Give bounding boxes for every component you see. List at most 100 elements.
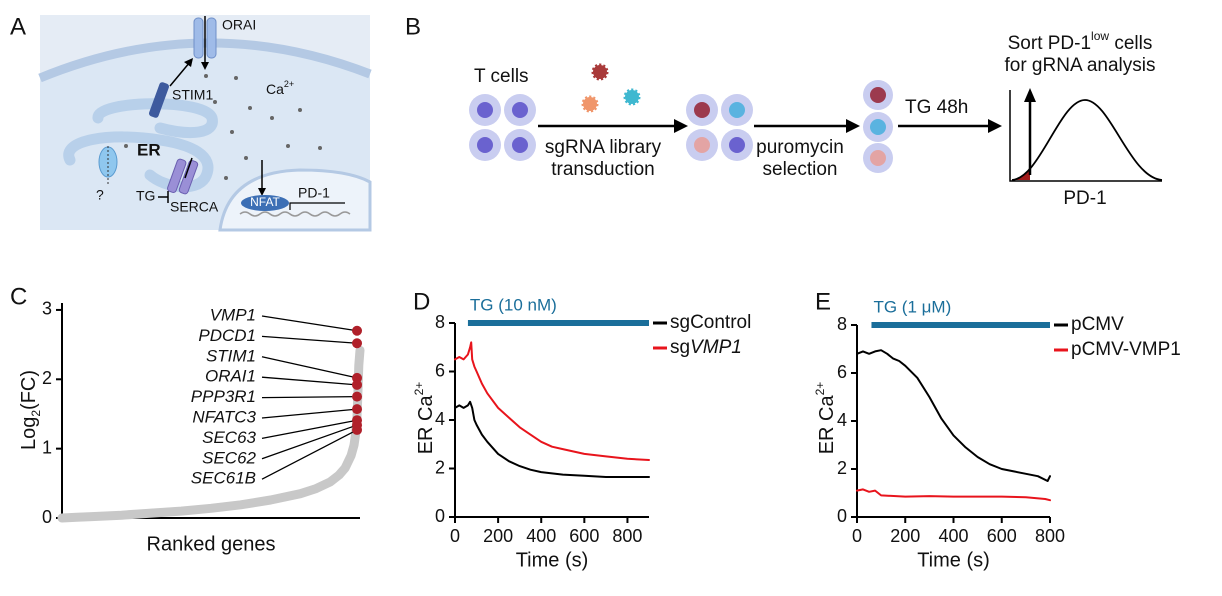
y-tick-label: 0 — [435, 506, 445, 526]
arrow — [184, 157, 193, 179]
y-tick-label: 1 — [42, 437, 52, 457]
orai-channel — [193, 17, 204, 59]
histogram-curve — [1011, 99, 1163, 181]
treatment-bar — [467, 320, 649, 326]
annotation: TG (1 μM) — [873, 297, 951, 316]
y-axis-label: Log2(FC) — [18, 370, 43, 450]
treatment-bar — [871, 322, 1050, 328]
viruses — [581, 63, 641, 113]
y-axis-label: ER Ca2+ — [412, 382, 437, 455]
text-part: (FC) — [18, 370, 40, 410]
gene-label: SEC62 — [202, 448, 256, 467]
sorted-gate — [1012, 170, 1030, 180]
label-connector — [261, 408, 358, 419]
x-axis-label: Time (s) — [516, 549, 589, 571]
y-tick-label: 6 — [837, 362, 847, 382]
selected-cells — [863, 80, 893, 173]
text-part: VMP1 — [690, 337, 742, 358]
gene-label: PPP3R1 — [191, 387, 256, 406]
series-line — [454, 341, 650, 461]
label: SERCA — [170, 199, 219, 215]
point — [352, 391, 363, 402]
y-tick-label: 8 — [435, 312, 445, 332]
label-connector — [261, 315, 358, 332]
text-part: 2+ — [813, 382, 827, 396]
calcium-ions — [124, 74, 322, 180]
label-connector — [261, 429, 358, 480]
gene-label: SEC61B — [191, 469, 256, 488]
arrow-head — [201, 62, 209, 70]
panel-letter: A — [10, 13, 26, 40]
y-tick-label: 2 — [837, 458, 847, 478]
y-tick-label: 0 — [837, 506, 847, 526]
series-line — [454, 400, 650, 478]
y-tick-label: 6 — [435, 360, 445, 380]
promoter-arrow — [289, 202, 345, 210]
y-tick-label: 2 — [435, 457, 445, 477]
y-tick-label: 2 — [42, 368, 52, 388]
x-tick-label: 400 — [938, 526, 968, 546]
gene-label: NFATC3 — [192, 407, 256, 426]
panel-b: B T cells sgRNA library transduction pur… — [405, 13, 1163, 209]
panel-a: A ORAI STIM1 Ca2+ ER ? TG SERCA — [10, 13, 372, 232]
x-tick-label: 800 — [612, 526, 642, 546]
label: sgRNA library — [545, 137, 662, 158]
label-connector — [261, 419, 358, 440]
dna — [239, 211, 351, 217]
label: transduction — [551, 159, 655, 180]
chart: D 0 2 4 6 8 0 200 400 600 800 Time (s) ER Ca2+ TG (10… — [412, 288, 751, 571]
y-tick-label: 4 — [435, 409, 445, 429]
chart: E 0 2 4 6 8 0 200 400 600 800 Time (s) ER Ca2+ TG (1 … — [813, 288, 1181, 571]
label: Sort PD-1low cells — [1008, 29, 1153, 54]
point — [352, 379, 363, 390]
x-tick-label: 600 — [987, 526, 1017, 546]
gene-label: VMP1 — [210, 305, 256, 324]
t-cells — [469, 94, 536, 161]
arrow-head — [258, 188, 266, 196]
x-axis-label: Time (s) — [917, 549, 990, 571]
gene-label: SEC63 — [202, 428, 256, 447]
text-part: ER Ca — [816, 395, 838, 455]
serca — [167, 158, 187, 193]
label: ER — [137, 140, 161, 159]
panel-letter: E — [815, 288, 831, 315]
label-connector — [261, 335, 358, 344]
arrow-head — [674, 119, 688, 133]
x-tick-label: 400 — [526, 526, 556, 546]
gene-label: PDCD1 — [198, 326, 256, 345]
label: ORAI — [222, 17, 256, 33]
serca — [178, 160, 199, 195]
x-tick-label: 800 — [1035, 526, 1065, 546]
label: TG — [136, 188, 155, 204]
stim1 — [148, 82, 170, 118]
label-connector — [261, 395, 358, 399]
label: Ca2+ — [266, 79, 294, 96]
panel-letter: B — [405, 13, 421, 40]
text-part: sg — [670, 337, 690, 358]
point — [352, 424, 363, 435]
legend-label: pCMV-VMP1 — [1071, 339, 1181, 360]
series-line — [856, 488, 1051, 502]
legend-label: sgVMP1 — [670, 337, 742, 358]
arrow-head — [988, 119, 1002, 133]
panel-letter: C — [10, 283, 27, 310]
x-tick-label: 600 — [569, 526, 599, 546]
x-tick-label: 0 — [450, 526, 460, 546]
point — [352, 338, 363, 349]
label: selection — [763, 159, 838, 180]
label: puromycin — [756, 137, 844, 158]
gene-label: STIM1 — [206, 346, 256, 365]
label: NFAT — [250, 195, 280, 209]
point — [352, 325, 363, 336]
arrow-head — [1024, 88, 1036, 102]
er-tubule — [92, 98, 218, 139]
text-part: 2+ — [412, 382, 426, 396]
text-part: 2 — [29, 410, 43, 417]
label: T cells — [474, 66, 529, 87]
label: for gRNA analysis — [1004, 55, 1155, 76]
y-tick-label: 3 — [42, 299, 52, 319]
y-tick-label: 8 — [837, 314, 847, 334]
gene-label: ORAI1 — [205, 367, 256, 386]
legend-label: sgControl — [670, 312, 751, 333]
